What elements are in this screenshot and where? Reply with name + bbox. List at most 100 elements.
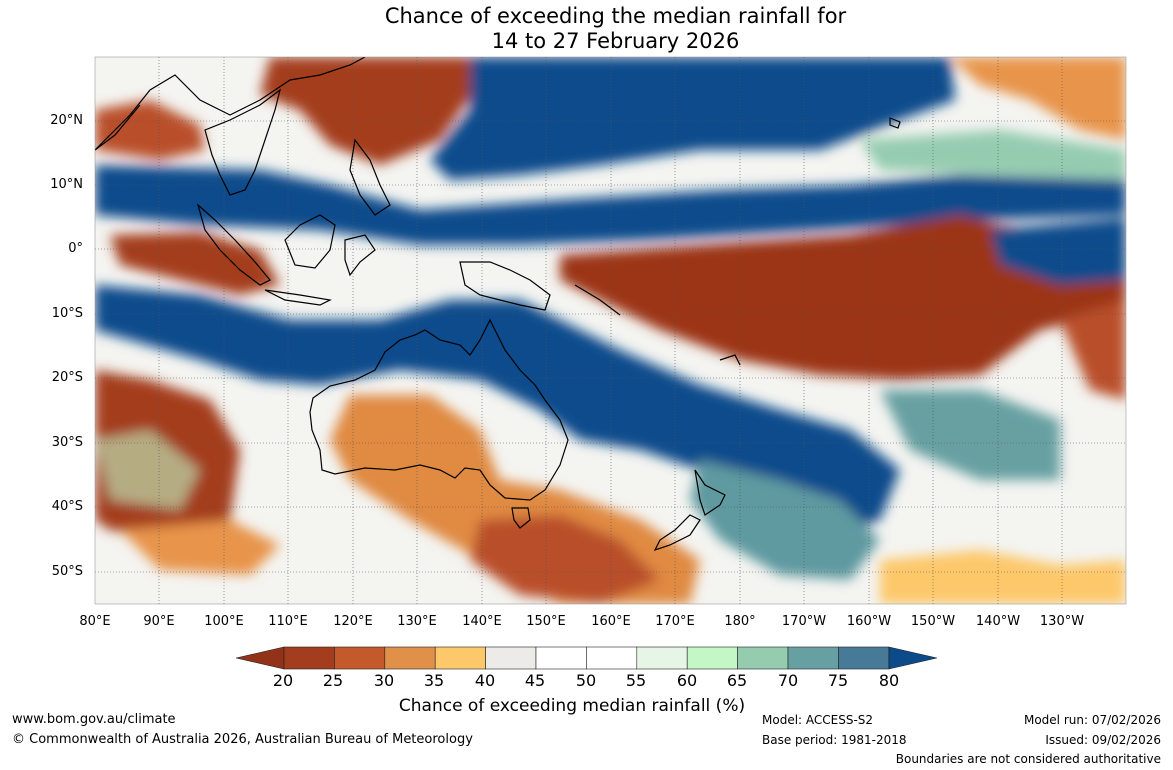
new-zealand-north-coast xyxy=(694,469,726,516)
graticule xyxy=(95,57,1126,604)
colorbar-cell xyxy=(586,646,638,670)
lat-label-0: 0° xyxy=(68,241,83,256)
region-brown-north xyxy=(260,57,475,165)
lat-label-20n: 20°N xyxy=(50,113,83,128)
colorbar-cell xyxy=(334,646,386,670)
new-guinea-coast xyxy=(459,261,551,311)
colorbar xyxy=(235,646,938,670)
indochina-coast xyxy=(204,88,281,196)
colorbar-tick: 45 xyxy=(524,671,546,690)
lon-label-140e: 140°E xyxy=(462,614,502,629)
colorbar-cell xyxy=(636,646,688,670)
lon-label-120e: 120°E xyxy=(333,614,373,629)
colorbar-high-arrow xyxy=(888,646,938,670)
asia-coast xyxy=(95,57,366,151)
colorbar-low-arrow xyxy=(235,646,285,670)
region-blue-east-eq xyxy=(990,218,1126,285)
copyright: © Commonwealth of Australia 2026, Austra… xyxy=(12,732,473,747)
region-orange-ne xyxy=(950,57,1126,140)
model-name: Model: ACCESS-S2 xyxy=(762,713,874,727)
region-teal-southeast xyxy=(880,390,1060,480)
lat-label-10s: 10°S xyxy=(51,306,83,321)
colorbar-tick: 50 xyxy=(575,671,597,690)
java-coast xyxy=(264,289,332,306)
lon-label-90e: 90°E xyxy=(143,614,175,629)
colorbar-cell xyxy=(485,646,537,670)
lon-label-170e: 170°E xyxy=(655,614,695,629)
region-blue-indian-australia xyxy=(95,285,900,540)
model-run: Model run: 07/02/2026 xyxy=(1023,713,1161,727)
lon-label-160e: 160°E xyxy=(591,614,631,629)
region-orange-southeast xyxy=(880,550,1126,604)
colorbar-cell xyxy=(686,646,738,670)
lon-label-130e: 130°E xyxy=(397,614,437,629)
lon-label-170w: 170°W xyxy=(781,614,827,629)
tasmania-coast xyxy=(511,507,531,529)
website-link[interactable]: www.bom.gov.au/climate xyxy=(12,712,176,727)
title-line-1: Chance of exceeding the median rainfall … xyxy=(384,4,847,28)
colorbar-tick: 65 xyxy=(726,671,748,690)
colorbar-cell xyxy=(787,646,839,670)
lat-label-40s: 40°S xyxy=(51,499,83,514)
lon-label-110e: 110°E xyxy=(268,614,308,629)
sulawesi-coast xyxy=(344,234,376,277)
lon-label-180: 180° xyxy=(724,614,756,629)
colorbar-cell xyxy=(434,646,486,670)
coastlines xyxy=(95,57,901,552)
colorbar-tick: 25 xyxy=(322,671,344,690)
lon-label-140w: 140°W xyxy=(975,614,1021,629)
region-brown-maritime xyxy=(110,232,280,295)
region-green-west xyxy=(95,430,200,510)
colorbar-tick: 35 xyxy=(423,671,445,690)
lat-label-20s: 20°S xyxy=(51,370,83,385)
philippines-coast xyxy=(349,138,391,216)
issued-date: Issued: 09/02/2026 xyxy=(1045,733,1161,747)
region-brown-nw xyxy=(95,100,205,160)
colorbar-label: Chance of exceeding median rainfall (%) xyxy=(398,696,746,716)
australia-coast xyxy=(309,318,569,501)
colorbar-cell xyxy=(535,646,587,670)
lat-label-10n: 10°N xyxy=(50,177,83,192)
colorbar-tick: 80 xyxy=(878,671,900,690)
rainfall-probability-field xyxy=(95,57,1126,604)
colorbar-tick: 75 xyxy=(827,671,849,690)
lon-label-150e: 150°E xyxy=(526,614,566,629)
region-orange-south-indian xyxy=(120,520,280,575)
region-brown-southern-ocean xyxy=(470,515,660,604)
colorbar-cells xyxy=(283,646,890,670)
lon-label-150w: 150°W xyxy=(910,614,956,629)
lat-label-30s: 30°S xyxy=(51,435,83,450)
region-brown-east-south xyxy=(1060,300,1126,400)
lon-label-80e: 80°E xyxy=(79,614,111,629)
lon-label-160w: 160°W xyxy=(846,614,892,629)
borneo-coast xyxy=(284,214,336,269)
colorbar-cell xyxy=(283,646,335,670)
sumatra-coast xyxy=(196,203,271,286)
region-green-east xyxy=(860,130,1126,180)
region-blue-north xyxy=(430,57,955,180)
region-brown-pacific xyxy=(560,215,1126,380)
colorbar-cell xyxy=(737,646,789,670)
colorbar-tick: 40 xyxy=(474,671,496,690)
lon-label-100e: 100°E xyxy=(204,614,244,629)
new-zealand-south-coast xyxy=(653,514,701,552)
colorbar-tick: 70 xyxy=(777,671,799,690)
lon-label-130w: 130°W xyxy=(1039,614,1085,629)
hawaii-coast xyxy=(889,117,901,129)
colorbar-cell xyxy=(838,646,890,670)
chart-title: Chance of exceeding the median rainfall … xyxy=(0,4,1173,54)
boundaries-disclaimer: Boundaries are not considered authoritat… xyxy=(895,752,1161,766)
title-line-2: 14 to 27 February 2026 xyxy=(491,29,740,53)
colorbar-tick: 60 xyxy=(676,671,698,690)
lat-label-50s: 50°S xyxy=(51,564,83,579)
colorbar-cell xyxy=(384,646,436,670)
colorbar-tick: 30 xyxy=(373,671,395,690)
solomon-islands-coast xyxy=(574,284,621,316)
region-teal-tasman xyxy=(690,460,880,580)
base-period: Base period: 1981-2018 xyxy=(762,733,907,747)
colorbar-tick: 20 xyxy=(272,671,294,690)
india-coast xyxy=(95,104,141,151)
colorbar-tick: 55 xyxy=(625,671,647,690)
fiji-coast xyxy=(719,354,741,366)
